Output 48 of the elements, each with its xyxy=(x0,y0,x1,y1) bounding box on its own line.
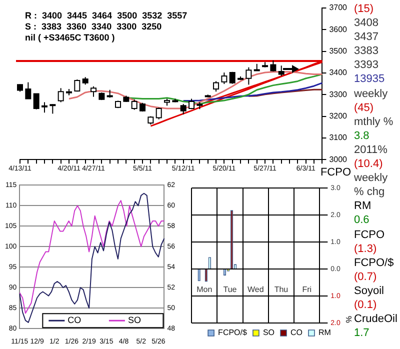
text: % chg xyxy=(354,185,386,200)
text: Soyoil xyxy=(354,284,385,298)
x-tick-label: Fri xyxy=(302,285,312,294)
text: 3437 xyxy=(354,30,380,44)
y-axis-title: % xyxy=(344,316,353,323)
legend-label: FCPO/$ xyxy=(218,328,248,338)
text: (0.7) xyxy=(354,270,378,284)
annotation: S : 3383 3360 3340 3300 3250 xyxy=(25,21,162,32)
y-tick-label: 3300 xyxy=(329,90,348,99)
text: (10.4) xyxy=(354,157,384,172)
x-axis-title: FCPO xyxy=(320,166,352,179)
text: 0.6 xyxy=(354,213,370,228)
x-tick-label: Tue xyxy=(223,285,238,294)
y-tick-label: 3500 xyxy=(329,46,348,56)
annotation: R : 3400 3445 3464 3500 3532 3557 xyxy=(25,10,188,20)
text: CrudeOil xyxy=(354,312,398,326)
legend-label: CO xyxy=(290,328,303,338)
legend-label: SO xyxy=(262,328,275,338)
x-tick-label: Mon xyxy=(196,285,212,294)
text: 3.8 xyxy=(354,128,370,143)
legend-label: RM xyxy=(318,328,332,338)
text: FCPO/$ xyxy=(354,256,395,270)
y-tick-label: 3200 xyxy=(329,111,348,120)
x-tick-label: Thu xyxy=(274,285,288,294)
text: 1.7 xyxy=(354,326,370,340)
y-tick-label: 3600 xyxy=(329,24,348,34)
text: weekly xyxy=(354,86,389,101)
text: 13935 xyxy=(354,72,386,87)
text: FCPO xyxy=(354,228,386,242)
text: weekly xyxy=(354,171,389,186)
text: 3408 xyxy=(354,16,380,30)
text: (45) xyxy=(354,100,375,115)
text: (0.1) xyxy=(354,298,378,312)
text: (15) xyxy=(354,2,375,16)
text: 3393 xyxy=(354,58,380,72)
y-tick-label: 3100 xyxy=(329,133,348,142)
text: 3383 xyxy=(354,44,380,58)
text: mthly % xyxy=(354,114,394,129)
legend-label: CO xyxy=(68,315,82,326)
y-tick-label: 3400 xyxy=(329,68,348,78)
text: RM xyxy=(354,199,372,214)
y-tick-label: 3000 xyxy=(329,154,348,164)
y-tick-label: 3700 xyxy=(329,3,348,12)
text: (1.3) xyxy=(354,242,378,256)
annotation: nil ( +S3465C T3600 ) xyxy=(25,32,115,42)
text: 2011% xyxy=(354,142,388,158)
x-tick-label: Wed xyxy=(247,285,264,294)
legend-label: SO xyxy=(128,315,141,326)
